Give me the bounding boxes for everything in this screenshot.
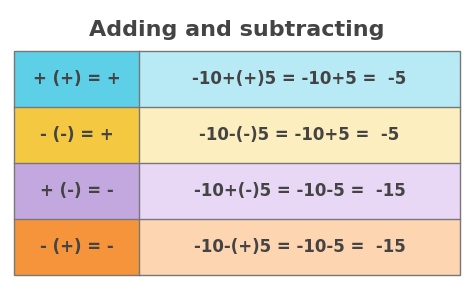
Bar	[14, 163, 139, 218]
Text: -10+(-)5 = -10-5 =  -15: -10+(-)5 = -10-5 = -15	[193, 182, 405, 200]
Bar	[139, 107, 460, 163]
Bar	[139, 163, 460, 218]
Bar	[14, 107, 139, 163]
Text: - (+) = -: - (+) = -	[40, 237, 113, 256]
Bar	[139, 218, 460, 275]
Text: + (+) = +: + (+) = +	[33, 70, 120, 88]
Text: Adding and subtracting: Adding and subtracting	[89, 20, 385, 40]
Bar	[139, 51, 460, 107]
Text: -10-(-)5 = -10+5 =  -5: -10-(-)5 = -10+5 = -5	[199, 126, 400, 144]
Text: + (-) = -: + (-) = -	[40, 182, 113, 200]
Bar	[14, 51, 139, 107]
Bar	[14, 218, 139, 275]
Text: - (-) = +: - (-) = +	[40, 126, 113, 144]
Text: -10-(+)5 = -10-5 =  -15: -10-(+)5 = -10-5 = -15	[193, 237, 405, 256]
Text: -10+(+)5 = -10+5 =  -5: -10+(+)5 = -10+5 = -5	[192, 70, 407, 88]
Bar	[14, 51, 460, 275]
